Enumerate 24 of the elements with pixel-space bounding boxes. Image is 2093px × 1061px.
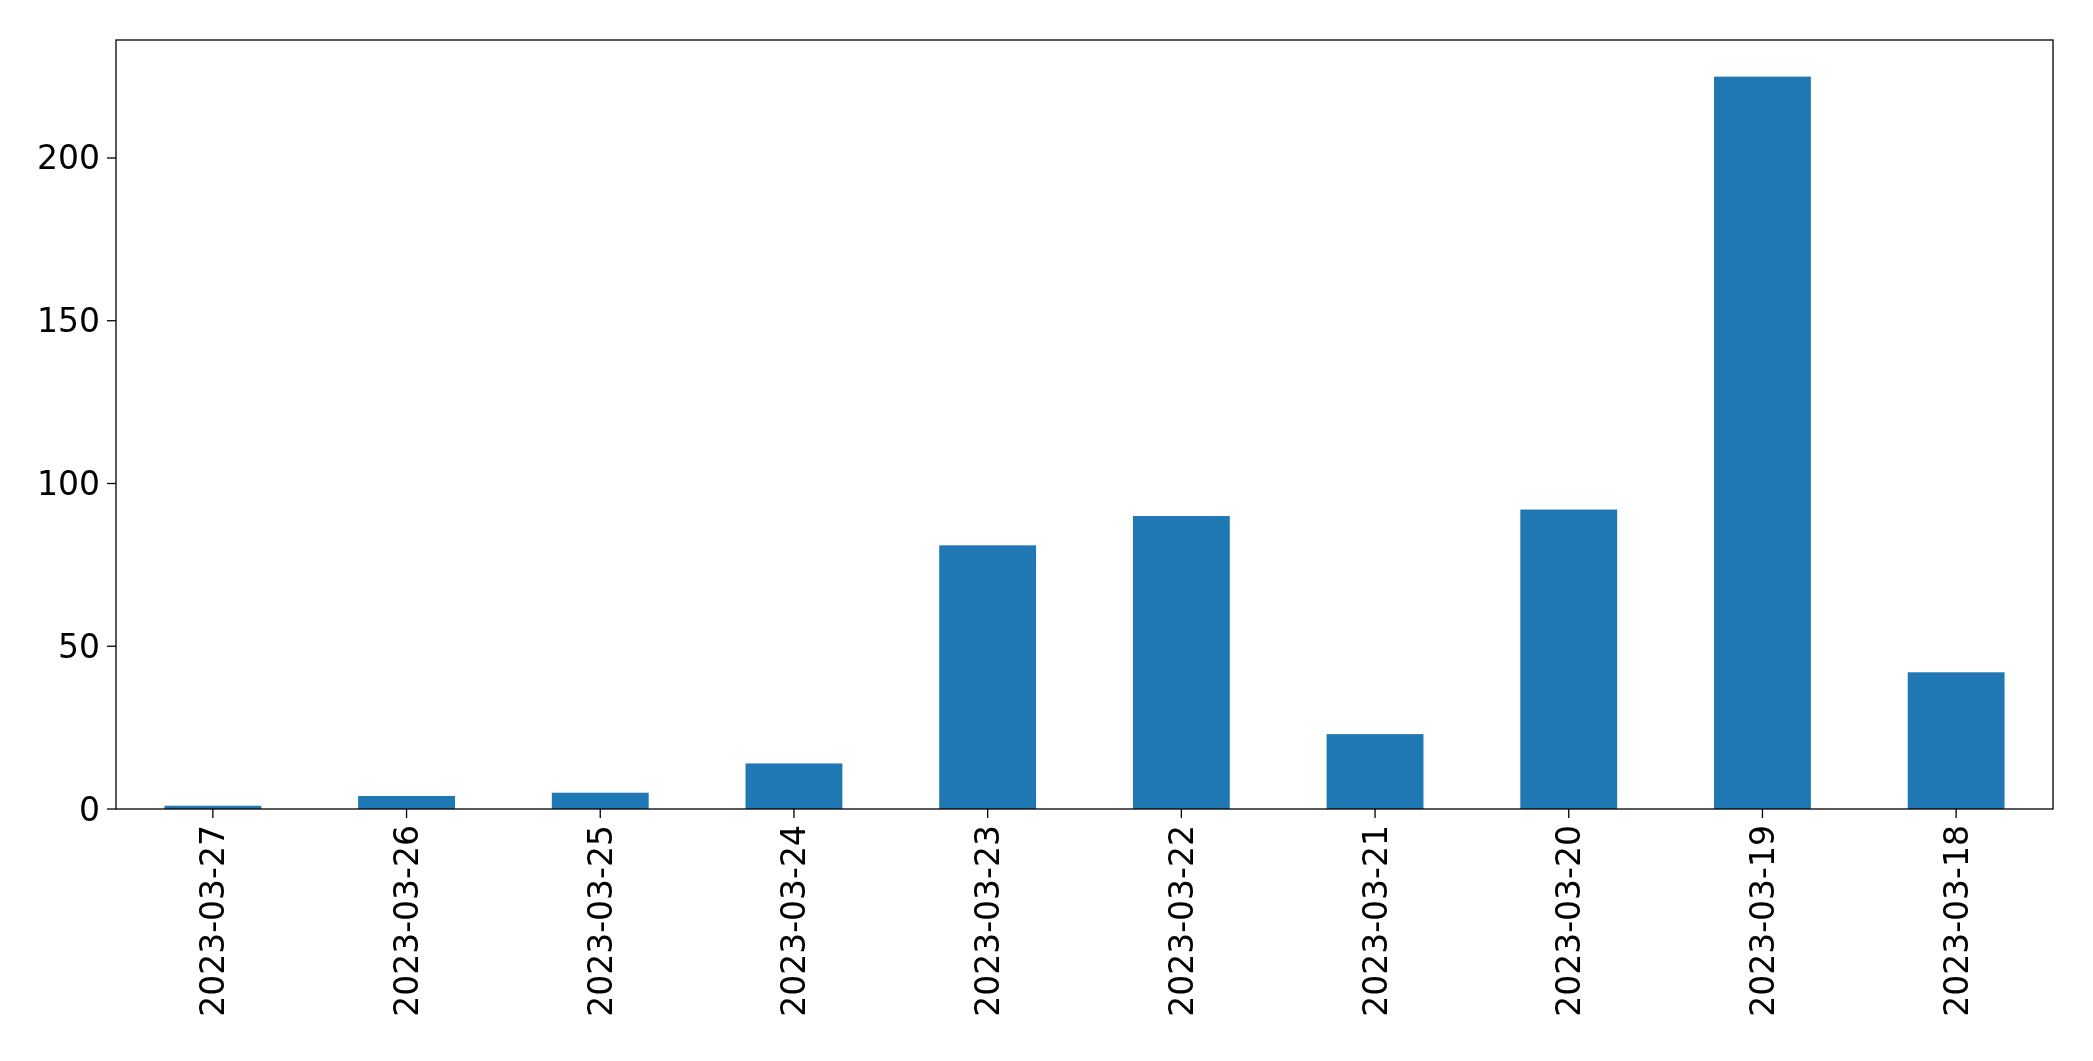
x-tick-label: 2023-03-22 bbox=[1161, 825, 1201, 1017]
bar bbox=[1326, 734, 1424, 809]
x-tick-label: 2023-03-20 bbox=[1549, 825, 1589, 1017]
x-tick-label: 2023-03-24 bbox=[774, 825, 814, 1017]
bar bbox=[939, 545, 1037, 809]
bar bbox=[1714, 76, 1811, 809]
x-tick-label: 2023-03-25 bbox=[580, 825, 620, 1017]
y-tick-label: 200 bbox=[37, 138, 100, 178]
bar bbox=[1907, 672, 2005, 809]
x-tick-label: 2023-03-26 bbox=[387, 825, 427, 1017]
y-tick-label: 0 bbox=[79, 789, 100, 829]
x-tick-label: 2023-03-18 bbox=[1936, 825, 1976, 1017]
y-tick-label: 50 bbox=[58, 626, 100, 666]
bar bbox=[1520, 509, 1618, 809]
x-tick-label: 2023-03-19 bbox=[1742, 825, 1782, 1017]
y-tick-label: 100 bbox=[37, 464, 100, 503]
bar bbox=[358, 795, 455, 809]
bar bbox=[745, 763, 843, 809]
x-tick-label: 2023-03-27 bbox=[193, 825, 233, 1017]
x-tick-label: 2023-03-23 bbox=[968, 825, 1008, 1017]
bar bbox=[1132, 516, 1230, 809]
bar bbox=[551, 792, 649, 809]
y-tick-label: 150 bbox=[37, 301, 100, 341]
x-tick-label: 2023-03-21 bbox=[1355, 825, 1395, 1017]
